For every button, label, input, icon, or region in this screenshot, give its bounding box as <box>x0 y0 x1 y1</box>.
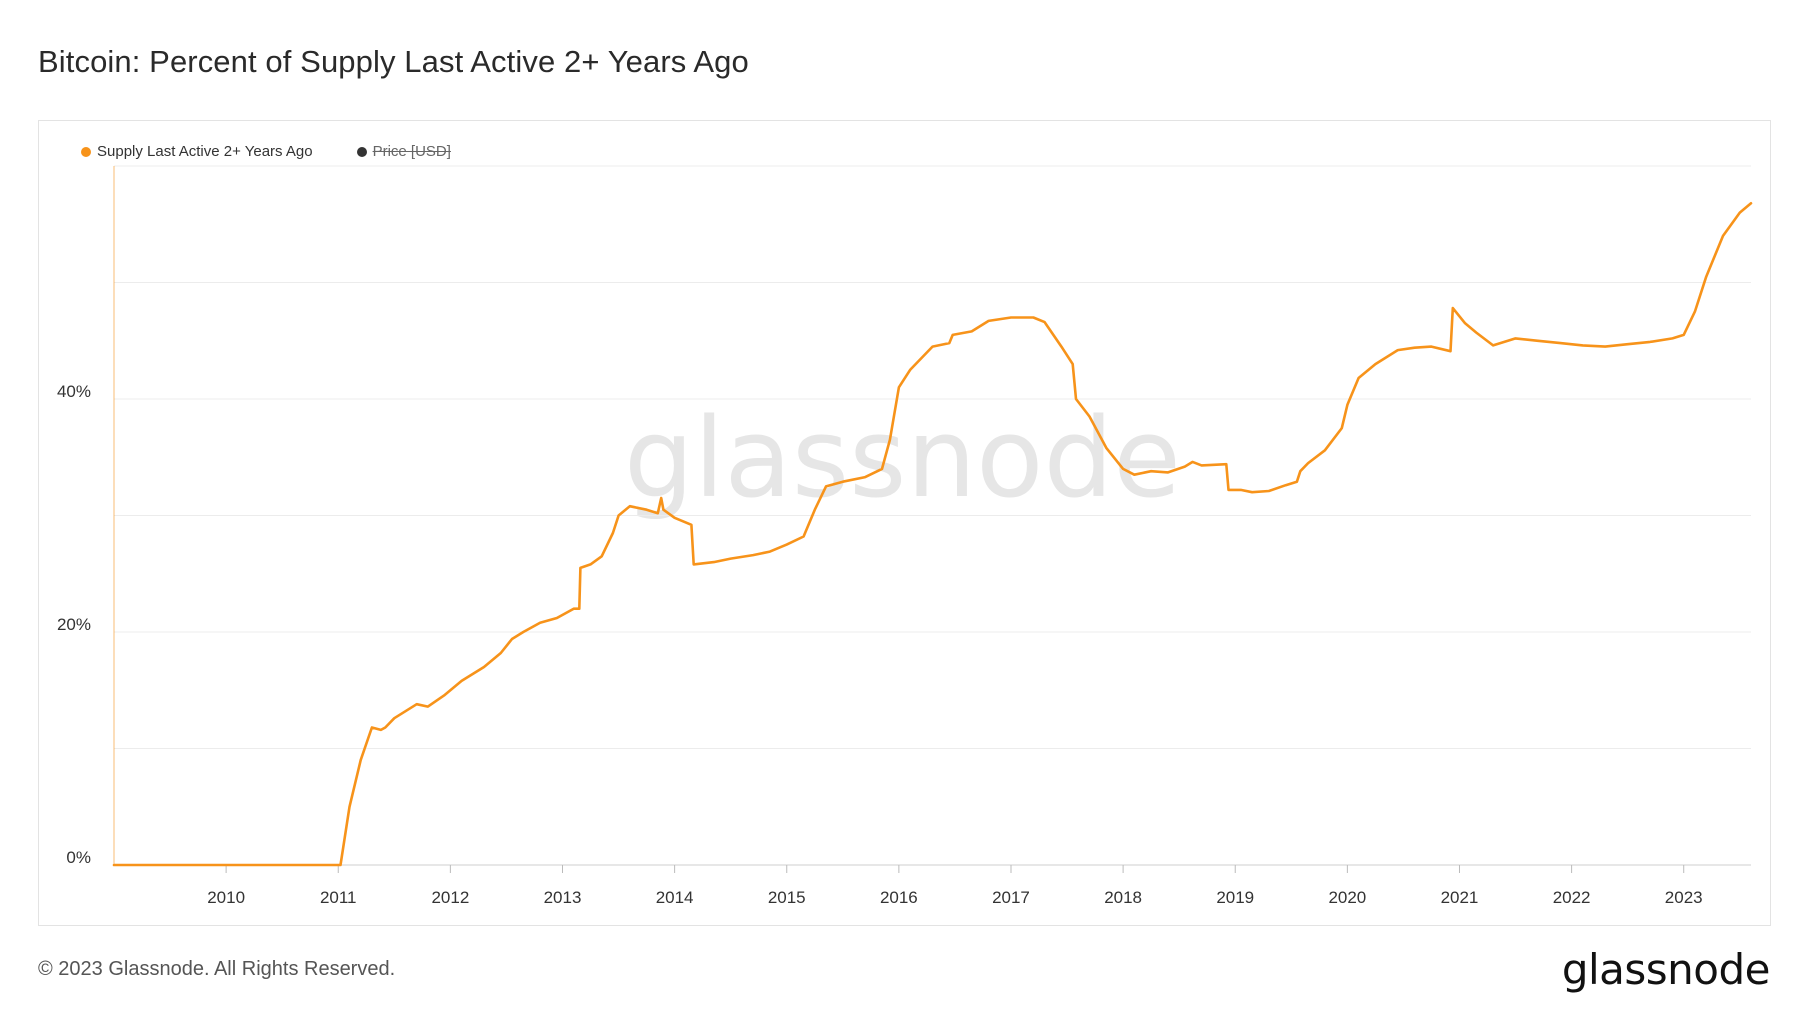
x-tick-label: 2012 <box>431 888 469 907</box>
x-tick-label: 2017 <box>992 888 1030 907</box>
legend-dot-icon <box>81 146 91 157</box>
x-tick-label: 2023 <box>1665 888 1703 907</box>
legend-item-supply[interactable]: Supply Last Active 2+ Years Ago <box>81 143 313 160</box>
copyright-footer: © 2023 Glassnode. All Rights Reserved. <box>38 958 396 980</box>
y-tick-label: 20% <box>57 615 91 634</box>
y-tick-label: 40% <box>57 382 91 401</box>
chart-svg: glassnode 2010 2011 2012 2013 2014 2015 2016 201… <box>57 165 1753 907</box>
x-tick-label: 2016 <box>880 888 918 907</box>
y-tick-label: 0% <box>66 848 91 867</box>
series-line-supply <box>112 202 1753 867</box>
chart-legend: Supply Last Active 2+ Years Ago Price [U… <box>81 143 451 160</box>
chart-panel: glassnode 2010 2011 2012 2013 2014 2015 2016 201… <box>38 120 1771 926</box>
x-tick-label: 2018 <box>1104 888 1142 907</box>
glassnode-logo: glassnode <box>1561 945 1771 994</box>
x-tick-label: 2022 <box>1553 888 1591 907</box>
legend-label-price: Price [USD] <box>372 143 451 160</box>
x-tick-label: 2014 <box>656 888 694 907</box>
x-tick-label: 2020 <box>1328 888 1366 907</box>
legend-label-supply: Supply Last Active 2+ Years Ago <box>97 143 313 160</box>
legend-dot-icon <box>356 146 367 157</box>
x-tick-label: 2013 <box>544 888 582 907</box>
x-tick-label: 2019 <box>1216 888 1254 907</box>
x-tick-label: 2011 <box>320 888 357 907</box>
watermark-text: glassnode <box>624 394 1181 522</box>
x-tick-label: 2021 <box>1441 888 1479 907</box>
chart-title: Bitcoin: Percent of Supply Last Active 2… <box>38 44 749 79</box>
legend-item-price[interactable]: Price [USD] <box>356 143 451 160</box>
x-tick-label: 2010 <box>207 888 245 907</box>
x-tick-label: 2015 <box>768 888 806 907</box>
